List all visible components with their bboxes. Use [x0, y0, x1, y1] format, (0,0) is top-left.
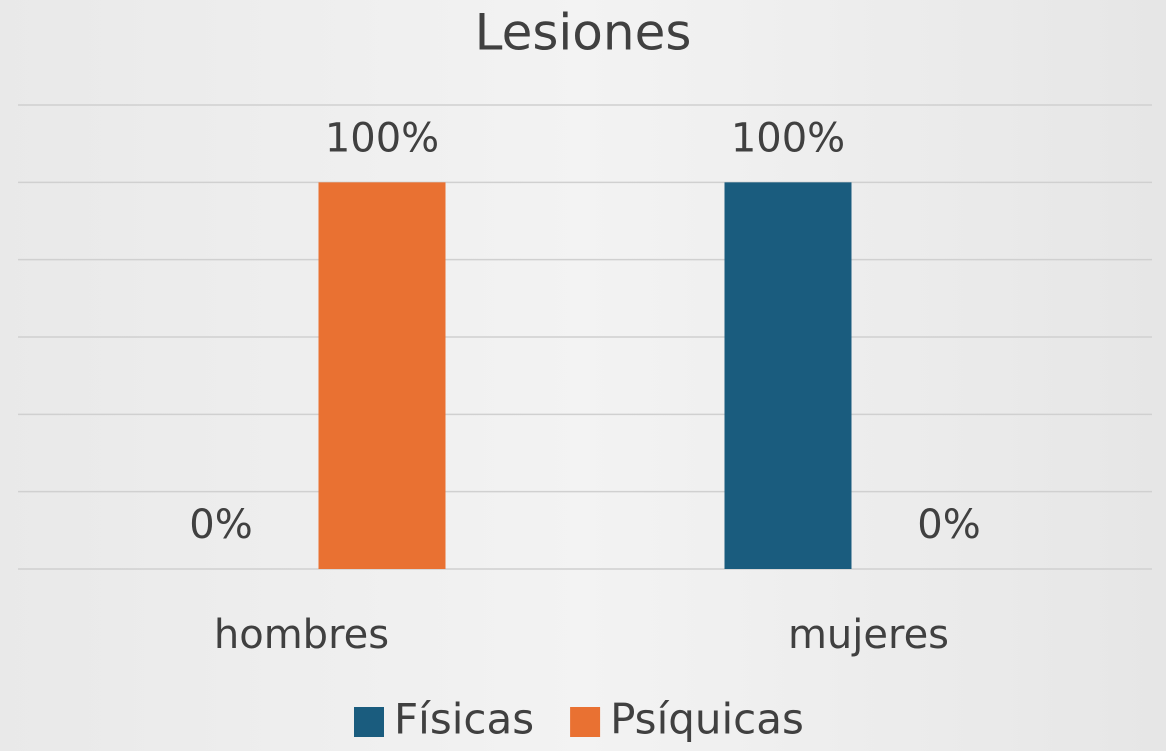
- legend-swatch: [354, 707, 384, 737]
- legend-swatch: [570, 707, 601, 737]
- legend-label: Psíquicas: [610, 695, 804, 744]
- bar: [318, 182, 446, 570]
- chart-title: Lesiones: [475, 4, 692, 62]
- x-tick-label: hombres: [214, 612, 389, 658]
- x-tick-label: mujeres: [788, 612, 949, 658]
- legend-label: Físicas: [394, 695, 534, 744]
- value-label: 100%: [731, 115, 845, 161]
- bar: [724, 182, 852, 570]
- value-label: 0%: [189, 502, 252, 548]
- value-label: 100%: [325, 115, 439, 161]
- value-label: 0%: [917, 502, 980, 548]
